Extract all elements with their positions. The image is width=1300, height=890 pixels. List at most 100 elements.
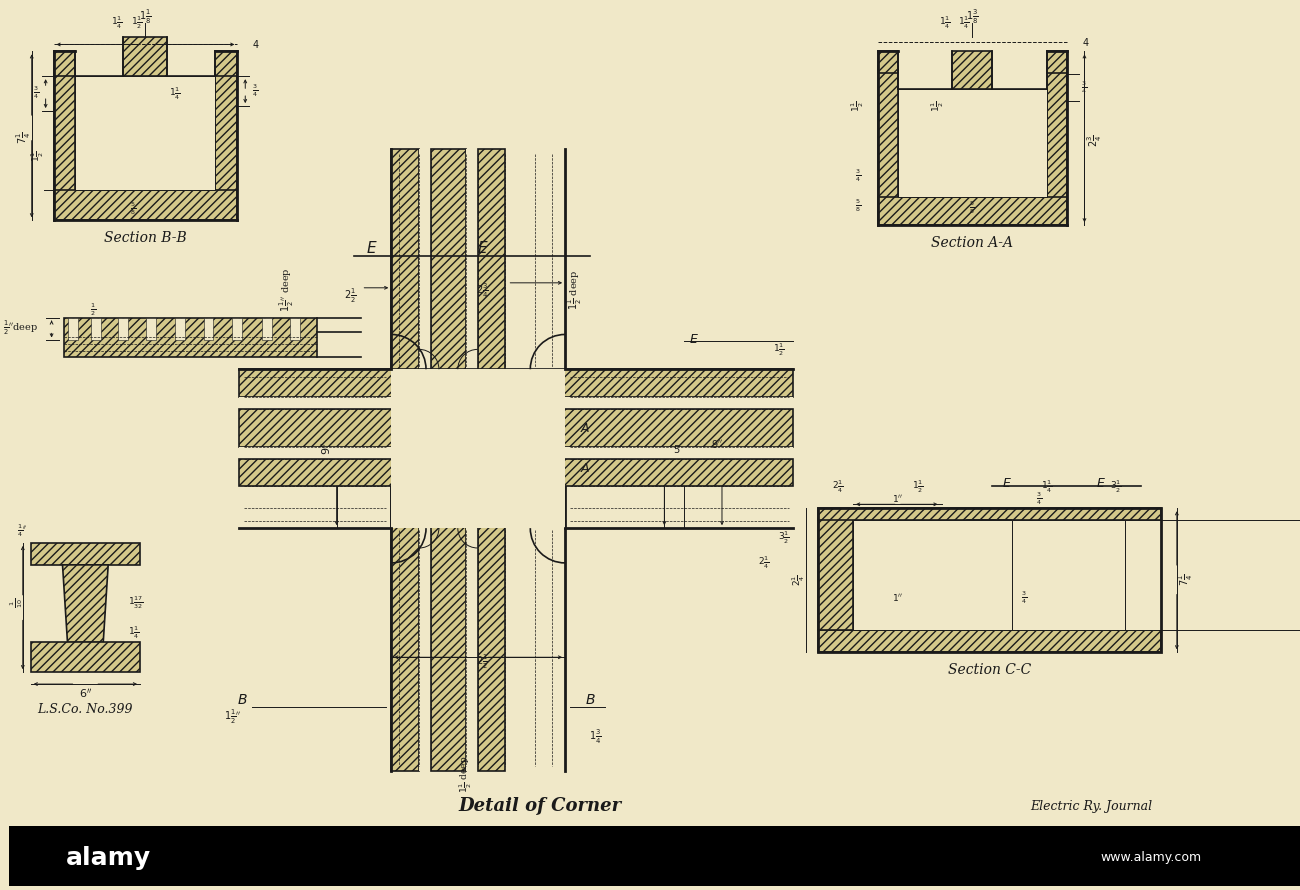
Bar — [953, 52, 992, 89]
Polygon shape — [62, 565, 108, 643]
Text: $E$: $E$ — [1096, 477, 1106, 490]
Bar — [146, 318, 156, 341]
Text: $1\frac{1}{8}$: $1\frac{1}{8}$ — [139, 7, 151, 26]
Bar — [31, 643, 140, 672]
Text: $\frac{3}{4}$: $\frac{3}{4}$ — [252, 83, 259, 100]
Text: $\frac{3}{4}$: $\frac{3}{4}$ — [1020, 589, 1027, 606]
Bar — [174, 318, 185, 341]
Text: L.S.Co. No.399: L.S.Co. No.399 — [38, 703, 133, 716]
Text: $4$: $4$ — [1082, 36, 1089, 48]
Text: $\frac{1}{4}^{\prime\prime}$: $\frac{1}{4}^{\prime\prime}$ — [17, 522, 29, 539]
Text: $E$: $E$ — [689, 333, 699, 346]
Bar — [818, 630, 1161, 652]
Text: $1\frac{1}{2}$ deep: $1\frac{1}{2}$ deep — [566, 270, 584, 310]
Bar — [1011, 520, 1126, 630]
Bar — [1046, 52, 1066, 73]
Bar — [878, 67, 898, 225]
Text: $1\frac{3}{8}$: $1\frac{3}{8}$ — [966, 7, 979, 26]
Text: $\frac{3}{4}$: $\frac{3}{4}$ — [1082, 80, 1088, 96]
Bar — [69, 318, 78, 341]
Bar — [124, 36, 166, 77]
Bar — [31, 543, 140, 565]
Text: $3\frac{1}{2}$: $3\frac{1}{2}$ — [1110, 478, 1122, 495]
Bar — [432, 149, 465, 772]
Text: $1\frac{1}{2}$: $1\frac{1}{2}$ — [30, 150, 46, 162]
Text: $1\frac{1}{4}$: $1\frac{1}{4}$ — [169, 85, 181, 102]
Text: $C$: $C$ — [447, 368, 459, 377]
Bar — [419, 149, 432, 772]
Text: $1\frac{1}{2}$: $1\frac{1}{2}$ — [930, 101, 946, 112]
Bar — [898, 89, 1046, 198]
Bar — [391, 149, 419, 772]
Bar — [75, 77, 216, 190]
Bar — [216, 52, 238, 77]
Text: $1\frac{1}{2}^{\prime\prime}$ deep: $1\frac{1}{2}^{\prime\prime}$ deep — [278, 268, 296, 312]
Bar — [53, 71, 75, 220]
Text: Section A-A: Section A-A — [931, 236, 1013, 250]
Bar — [239, 397, 793, 409]
Text: $1^{\prime\prime}$: $1^{\prime\prime}$ — [892, 493, 903, 504]
Text: $\frac{1}{4}^{\prime\prime}$ in 9: $\frac{1}{4}^{\prime\prime}$ in 9 — [439, 429, 456, 455]
Text: $1\frac{1}{2}$: $1\frac{1}{2}$ — [772, 341, 784, 358]
Bar — [818, 508, 1161, 520]
Bar — [391, 369, 566, 528]
Text: $2\frac{1}{2}$: $2\frac{1}{2}$ — [476, 653, 489, 671]
Text: $2\frac{3}{4}$: $2\frac{3}{4}$ — [1086, 134, 1104, 147]
Text: www.alamy.com: www.alamy.com — [1101, 852, 1201, 864]
Text: $1\frac{3}{4}$: $1\frac{3}{4}$ — [589, 728, 601, 746]
Bar — [853, 520, 1300, 630]
Bar — [9, 826, 1300, 886]
Text: $2\frac{1}{4}$: $2\frac{1}{4}$ — [758, 554, 770, 571]
Bar — [477, 149, 506, 772]
Bar — [878, 198, 1066, 225]
Bar — [239, 369, 793, 397]
Bar — [118, 318, 129, 341]
Bar — [239, 447, 793, 458]
Bar — [233, 318, 242, 341]
Text: $1\frac{1}{4}$: $1\frac{1}{4}$ — [129, 624, 140, 641]
Text: $B$: $B$ — [585, 693, 595, 707]
Text: $E$: $E$ — [365, 240, 377, 256]
Text: $3\frac{1}{2}$: $3\frac{1}{2}$ — [777, 530, 789, 546]
Bar — [239, 458, 793, 487]
Text: $1\frac{3}{4}^{\prime\prime}$deep: $1\frac{3}{4}^{\prime\prime}$deep — [455, 848, 472, 884]
Text: $7\frac{1}{4}$: $7\frac{1}{4}$ — [1176, 573, 1195, 586]
Text: alamy: alamy — [65, 846, 151, 870]
Bar — [1046, 67, 1066, 225]
Text: $1\frac{1}{2}$: $1\frac{1}{2}$ — [911, 478, 923, 495]
Text: $E$: $E$ — [1002, 477, 1011, 490]
Bar — [1126, 518, 1161, 630]
Text: $4$: $4$ — [252, 38, 260, 51]
Bar — [878, 52, 898, 73]
Text: $1^{\prime\prime}$: $1^{\prime\prime}$ — [892, 592, 903, 603]
Text: Electric Ry. Journal: Electric Ry. Journal — [1031, 800, 1153, 813]
Bar — [53, 190, 238, 220]
Text: $1\frac{1}{2}$ deep: $1\frac{1}{2}$ deep — [458, 756, 474, 793]
Text: $\frac{3}{8}$ in 9: $\frac{3}{8}$ in 9 — [519, 435, 536, 458]
Text: Section C-C: Section C-C — [948, 663, 1031, 677]
Text: $1\frac{1}{2}$: $1\frac{1}{2}$ — [131, 14, 143, 31]
Text: $A$: $A$ — [580, 423, 590, 435]
Text: $1\frac{1}{4}$: $1\frac{1}{4}$ — [112, 14, 124, 31]
Bar — [91, 318, 101, 341]
Text: $\frac{3}{4}$: $\frac{3}{4}$ — [855, 167, 861, 184]
Text: $\frac{1}{10}$: $\frac{1}{10}$ — [9, 597, 25, 608]
Text: $9^{\prime\prime}$: $9^{\prime\prime}$ — [320, 442, 333, 456]
Text: $7\frac{1}{4}$: $7\frac{1}{4}$ — [14, 132, 32, 144]
Text: Detail of Corner: Detail of Corner — [459, 797, 621, 815]
Text: $2\frac{1}{4}$: $2\frac{1}{4}$ — [832, 478, 844, 495]
Bar — [465, 149, 477, 772]
Text: Section B-B: Section B-B — [104, 231, 186, 245]
Text: $A$: $A$ — [580, 462, 590, 475]
Bar — [818, 508, 1161, 652]
Text: $1\frac{1}{4}$: $1\frac{1}{4}$ — [958, 14, 970, 31]
Text: $\frac{1}{2}^{\prime\prime}$deep: $\frac{1}{2}^{\prime\prime}$deep — [4, 319, 39, 336]
Text: $9^{\prime\prime}$: $9^{\prime\prime}$ — [711, 438, 723, 449]
Bar — [967, 520, 1011, 630]
Text: Taper: Taper — [524, 401, 532, 423]
Text: $1\frac{1}{4}$: $1\frac{1}{4}$ — [939, 14, 950, 31]
Text: $1\frac{17}{32}$: $1\frac{17}{32}$ — [129, 595, 144, 611]
Text: $\frac{5}{8}$: $\frac{5}{8}$ — [130, 200, 136, 216]
Text: $\frac{1}{2}$: $\frac{1}{2}$ — [90, 302, 96, 318]
Text: $\frac{5}{8}$: $\frac{5}{8}$ — [970, 199, 975, 215]
